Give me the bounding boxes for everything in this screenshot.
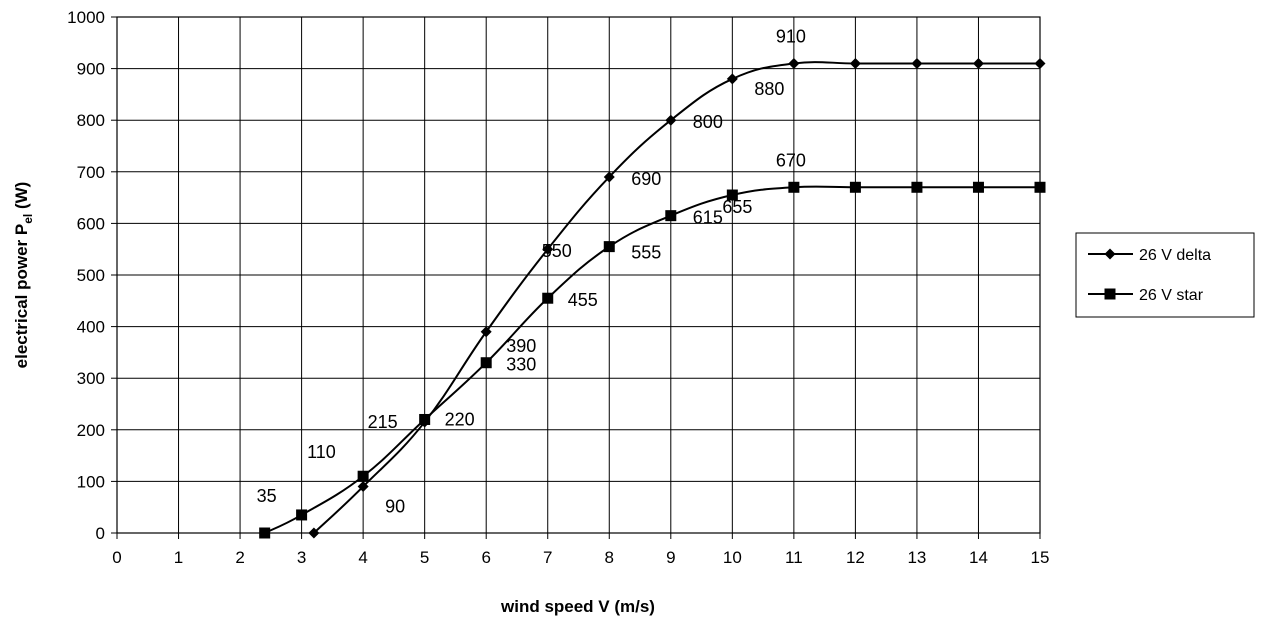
series-line-26-v-star [264,185,1040,534]
data-point-26-v-star [972,181,984,193]
y-tick-label: 700 [77,163,105,182]
x-axis-title: wind speed V (m/s) [500,597,655,616]
data-label-26-v-star: 455 [568,290,598,310]
data-point-26-v-star [542,292,554,304]
data-label-26-v-delta: 690 [631,169,661,189]
data-point-26-v-star [726,189,738,201]
data-point-26-v-star [665,210,677,222]
data-point-26-v-star [357,470,369,482]
x-tick-label: 2 [235,548,244,567]
data-label-26-v-delta: 910 [776,26,806,46]
data-label-26-v-delta: 550 [542,241,572,261]
x-tick-label: 4 [358,548,367,567]
data-point-26-v-delta [788,57,800,69]
data-label-26-v-star: 330 [506,355,536,375]
x-tick-label: 11 [785,548,803,567]
y-tick-label: 800 [77,111,105,130]
data-label-26-v-delta: 90 [385,497,405,517]
series-26-v-delta [308,57,1046,539]
legend: 26 V delta 26 V star [1075,232,1255,318]
legend-item-26-v-star: 26 V star [1088,287,1204,304]
y-tick-label: 500 [77,266,105,285]
data-point-26-v-delta [849,57,861,69]
x-tick-label: 14 [969,548,988,567]
y-tick-label: 200 [77,421,105,440]
x-tick-label: 12 [846,548,865,567]
data-point-26-v-delta [357,481,369,493]
x-tick-label: 9 [666,548,675,567]
legend-marker [1104,248,1116,260]
data-point-26-v-star [849,181,861,193]
y-tick-label: 300 [77,369,105,388]
legend-item-26-v-delta: 26 V delta [1088,247,1211,264]
data-label-26-v-star: 615 [693,208,723,228]
y-axis-title-main: electrical power P [12,224,31,369]
data-point-26-v-star [788,181,800,193]
x-tick-label: 5 [420,548,429,567]
data-label-26-v-star: 220 [445,409,475,429]
x-tick-label: 10 [723,548,742,567]
y-tick-label: 100 [77,472,105,491]
data-point-26-v-delta [911,57,923,69]
data-point-26-v-star [259,527,271,539]
x-axis-ticks: 0 1 2 3 4 5 6 7 8 9 10 11 12 13 14 15 [112,533,1049,567]
data-point-26-v-delta [1034,57,1046,69]
x-tick-label: 15 [1031,548,1050,567]
x-tick-label: 13 [907,548,926,567]
data-label-26-v-delta: 215 [368,412,398,432]
y-axis-title-suffix: (W) [12,182,31,214]
data-point-26-v-delta [542,243,554,255]
data-label-26-v-star: 110 [307,442,336,462]
data-point-26-v-star [1034,181,1046,193]
data-point-26-v-star [911,181,923,193]
x-tick-label: 7 [543,548,552,567]
data-label-26-v-delta: 880 [754,79,784,99]
y-tick-label: 400 [77,318,105,337]
y-axis-ticks: 0 100 200 300 400 500 600 700 800 900 1000 [67,8,117,543]
data-point-26-v-delta [665,114,677,126]
data-point-26-v-delta [308,527,320,539]
x-tick-label: 0 [112,548,121,567]
y-tick-label: 1000 [67,8,105,27]
data-point-26-v-star [296,509,308,521]
series-26-v-star [259,181,1046,539]
x-tick-label: 3 [297,548,306,567]
y-tick-label: 900 [77,60,105,79]
grid [116,16,1041,534]
data-label-26-v-star: 35 [257,486,277,506]
data-label-26-v-delta: 800 [693,112,723,132]
data-point-26-v-delta [972,57,984,69]
data-label-26-v-star: 670 [776,150,806,170]
y-axis-title: electrical power Pel (W) [12,182,35,369]
data-label-26-v-delta: 390 [506,336,536,356]
x-tick-label: 8 [605,548,614,567]
data-point-26-v-star [419,413,431,425]
y-tick-label: 0 [96,524,105,543]
data-point-26-v-delta [480,326,492,338]
data-point-26-v-star [480,357,492,369]
x-tick-label: 6 [481,548,490,567]
data-point-26-v-delta [726,73,738,85]
data-label-26-v-star: 555 [631,243,661,263]
y-tick-label: 600 [77,214,105,233]
data-labels: 90 215 390 550 690 800 880 910 35 110 220 330 455 555… [257,26,806,516]
x-tick-label: 1 [174,548,183,567]
series-layer [259,57,1046,539]
series-line-26-v-delta [313,61,1041,534]
data-point-26-v-delta [603,171,615,183]
legend-label: 26 V delta [1139,247,1211,264]
data-label-26-v-star: 655 [722,197,752,217]
data-point-26-v-star [603,241,615,253]
legend-marker [1104,288,1116,300]
legend-box [1075,232,1255,318]
y-axis-title-subscript: el [21,214,35,224]
legend-label: 26 V star [1139,287,1204,304]
